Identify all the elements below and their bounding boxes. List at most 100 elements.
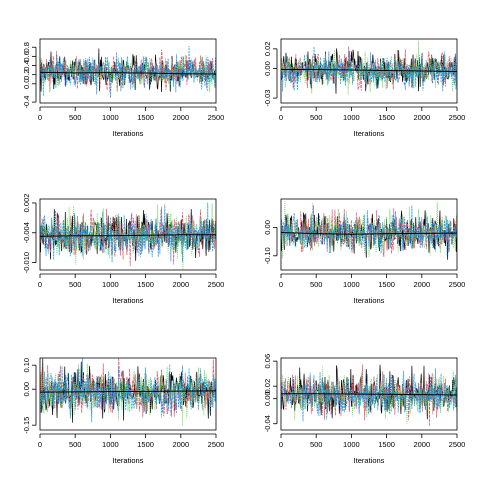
y-axis: -0.4 0.00.20.40.60.8 [22, 42, 37, 109]
x-axis-label: Iterations [113, 129, 144, 138]
plot-frame [280, 357, 458, 431]
x-tick-label: 1500 [137, 440, 154, 449]
x-axis-label: Iterations [354, 456, 385, 465]
trace-lines [40, 358, 216, 426]
x-tick-label: 500 [69, 280, 82, 289]
y-tick-label: 0.00 [263, 220, 272, 235]
trace-lines [281, 364, 457, 427]
x-tick-label: 1500 [137, 113, 154, 122]
y-tick-label: -0.4 [22, 96, 31, 109]
y-tick-label: 0.02 [263, 42, 272, 57]
x-tick-label: 500 [310, 440, 323, 449]
x-tick-label: 2000 [413, 440, 430, 449]
x-tick-label: 1000 [343, 113, 360, 122]
x-tick-label: 0 [38, 113, 42, 122]
plot-frame [280, 38, 458, 104]
trace-panel-3: 0 500 1000 1500 2000 2500Iterations-0.010-0.0… [22, 194, 224, 305]
x-tick-label: 2000 [413, 113, 430, 122]
chain-3-trace [40, 363, 216, 426]
y-tick-label: 0.8 [22, 42, 31, 52]
x-axis-label: Iterations [113, 296, 144, 305]
x-tick-label: 1000 [343, 280, 360, 289]
x-tick-label: 0 [38, 280, 42, 289]
chain-3-trace [40, 203, 216, 270]
chain-4-trace [40, 358, 216, 423]
plot-frame [39, 198, 217, 271]
x-tick-label: 0 [38, 440, 42, 449]
x-tick-label: 1000 [343, 440, 360, 449]
trace-panel-2: 0 500 1000 1500 2000 2500 Iterations -0.03 0.00 0… [263, 38, 466, 138]
smooth-line [39, 390, 217, 393]
y-axis: -0.10 0.00 [263, 220, 278, 264]
smooth-line [280, 232, 458, 235]
chain-4-trace [281, 46, 457, 92]
y-tick-label: 0.2 [22, 69, 31, 79]
y-tick-label: -0.010 [22, 252, 31, 273]
y-tick-label: 0.00 [22, 382, 31, 397]
x-tick-label: 2500 [208, 113, 225, 122]
y-tick-label: 0.10 [22, 358, 31, 373]
x-tick-label: 0 [279, 113, 283, 122]
y-axis: -0.15 0.00 0.10 [22, 358, 37, 434]
x-tick-label: 1500 [378, 280, 395, 289]
chain-3-trace [281, 201, 457, 259]
x-tick-label: 500 [310, 113, 323, 122]
x-tick-label: 1500 [378, 440, 395, 449]
chain-4-trace [40, 45, 216, 98]
x-axis: 0 500 1000 1500 2000 2500 [38, 273, 225, 289]
x-tick-label: 500 [69, 113, 82, 122]
y-tick-label: -0.04 [263, 415, 272, 432]
x-tick-label: 2500 [208, 440, 225, 449]
trace-panel-4: 0 500 1000 1500 2000 2500 Iterations -0.10 0.00 [263, 198, 466, 305]
y-tick-label: 0.00 [263, 391, 272, 406]
x-axis: 0 500 1000 1500 2000 2500 [279, 433, 466, 449]
smooth-line [281, 393, 458, 396]
plot-frame [39, 357, 217, 431]
plot-frame [280, 198, 458, 271]
x-axis: 0 500 1000 1500 2000 2500 [279, 106, 466, 122]
y-tick-label: -0.03 [263, 90, 272, 107]
trace-lines [40, 45, 216, 98]
x-tick-label: 2000 [172, 113, 189, 122]
x-tick-label: 2500 [449, 280, 466, 289]
plot-frame [39, 38, 217, 104]
x-tick-label: 2500 [208, 280, 225, 289]
trace-panel-6: 0 500 1000 1500 2000 2500Iterations-0.040.000… [263, 354, 465, 465]
x-axis: 0 500 1000 1500 2000 2500 [38, 433, 225, 449]
x-axis-label: Iterations [354, 129, 385, 138]
y-tick-label: -0.15 [22, 417, 31, 434]
y-tick-label: 0.02 [263, 379, 272, 394]
x-tick-label: 1000 [102, 280, 119, 289]
chain-4-trace [40, 202, 216, 263]
y-tick-label: 0.002 [22, 194, 31, 213]
trace-lines [40, 202, 216, 270]
y-tick-label: 0.0 [22, 79, 31, 89]
x-tick-label: 0 [279, 280, 283, 289]
x-tick-label: 2000 [172, 440, 189, 449]
chain-3-trace [281, 365, 457, 424]
x-tick-label: 1500 [137, 280, 154, 289]
x-axis: 0 500 1000 1500 2000 2500 [38, 106, 225, 122]
smooth-line [39, 234, 216, 237]
y-tick-label: -0.10 [263, 247, 272, 264]
y-axis: -0.04 0.000.02 0.06 [263, 354, 278, 432]
y-tick-label: 0.4 [22, 60, 31, 70]
trace-lines [281, 201, 457, 260]
chain-4-trace [281, 203, 457, 256]
y-axis: -0.03 0.00 0.02 [263, 42, 278, 107]
x-tick-label: 2500 [449, 440, 466, 449]
trace-panel-5: 0 500 1000 1500 2000 2500 Iterations -0.15 0.00 0… [22, 357, 224, 465]
x-tick-label: 2500 [449, 113, 466, 122]
x-tick-label: 2000 [413, 280, 430, 289]
y-axis: -0.010 -0.004 0.002 [22, 194, 37, 273]
x-tick-label: 2000 [172, 280, 189, 289]
x-tick-label: 1000 [102, 440, 119, 449]
x-tick-label: 500 [69, 440, 82, 449]
x-tick-label: 500 [310, 280, 323, 289]
y-tick-label: -0.004 [22, 222, 31, 243]
x-tick-label: 0 [279, 440, 283, 449]
trace-panel-1: 0 500 1000 1500 2000 2500 Iterations -0.4 0.00.2… [22, 38, 225, 138]
x-tick-label: 1000 [102, 113, 119, 122]
